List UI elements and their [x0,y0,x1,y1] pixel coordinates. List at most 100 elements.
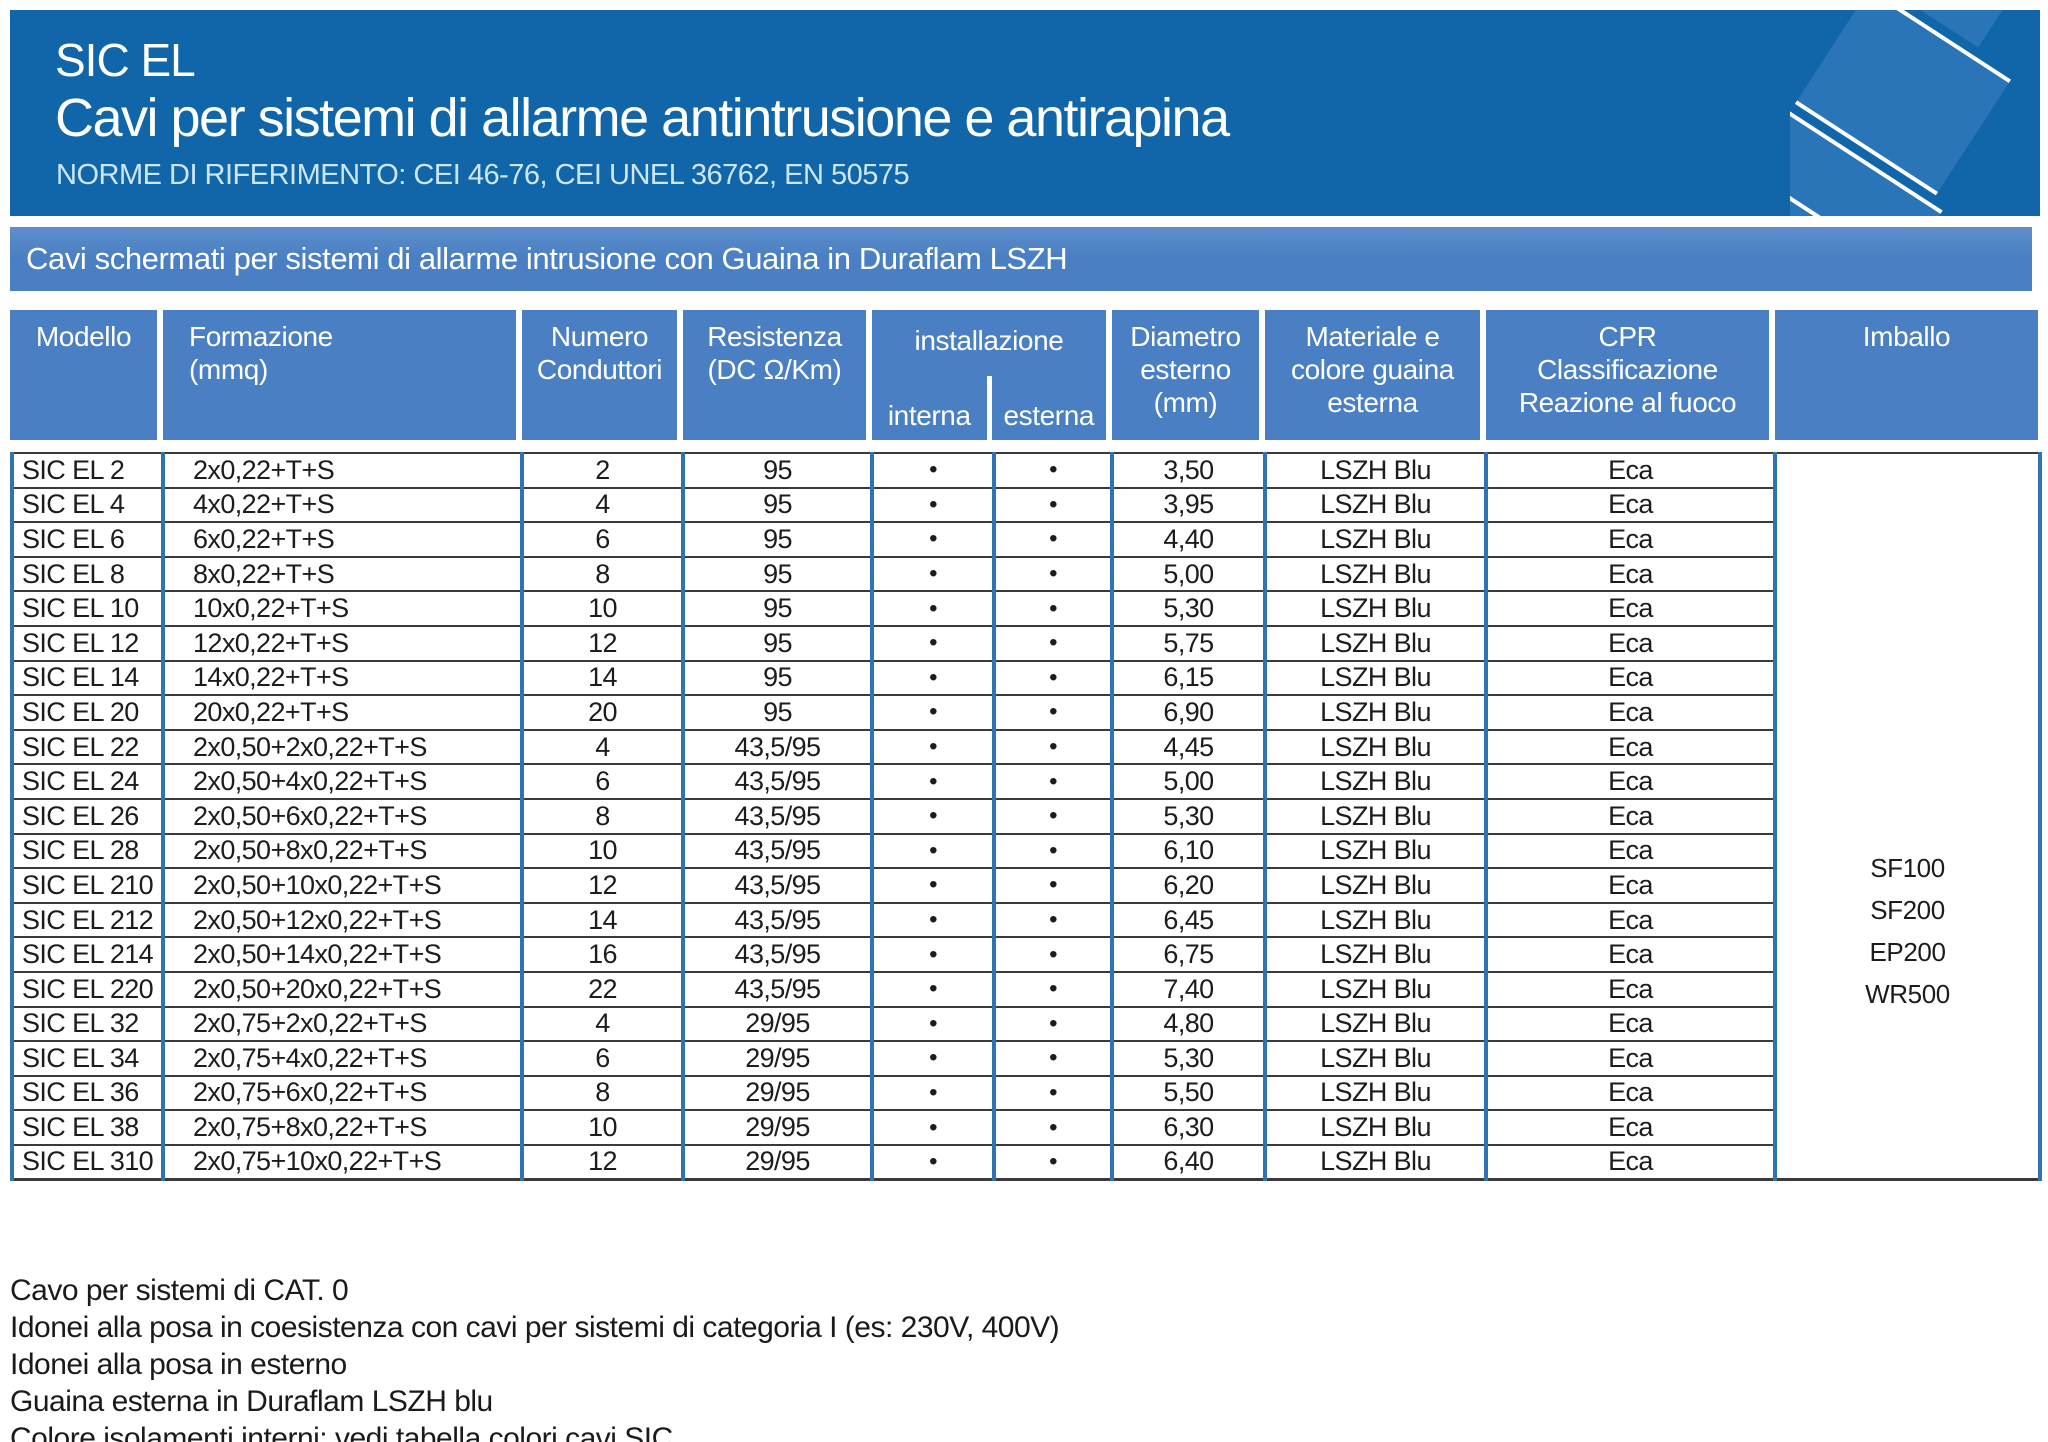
cell-sheath: LSZH Blu [1263,1144,1486,1181]
table-header: Modello Formazione (mmq) Numero Condutto… [10,310,2038,440]
table-row: SIC EL 2 2x0,22+T+S 2 95 • • 3,50 LSZH Blu Eca SF… [12,453,2040,1180]
cell-sheath: LSZH Blu [1263,729,1486,766]
imballo-value: SF100 [1870,852,1945,883]
table-row: SIC EL 8 8x0,22+T+S 8 95 • • 5,00 LSZH Blu Eca [12,556,2040,593]
cell-install-esterna-dot: • [992,487,1112,524]
cell-diameter: 5,00 [1110,764,1265,800]
cell-cpr: Eca [1484,591,1775,627]
cell-conductors: 6 [520,764,683,800]
cell-install-esterna-dot: • [992,1006,1112,1043]
col-header-installazione: installazione [872,310,1106,370]
cell-formation: 2x0,75+6x0,22+T+S [161,1075,522,1112]
cell-model: SIC EL 38 [12,1110,163,1146]
cell-cpr: Eca [1484,798,1775,835]
cell-install-esterna-dot: • [992,556,1112,593]
imballo-value: EP200 [1869,936,1946,967]
cell-resistance: 43,5/95 [681,868,872,904]
cell-conductors: 8 [520,556,683,593]
cell-install-esterna-dot: • [992,729,1112,766]
col-header-installazione-group: installazione interna esterna [872,310,1106,440]
cell-cpr: Eca [1484,868,1775,904]
table-row: SIC EL 212 2x0,50+12x0,22+T+S 14 43,5/95 • • 6… [12,902,2040,939]
cell-sheath: LSZH Blu [1263,660,1486,697]
col-header-materiale: Materiale e colore guaina esterna [1265,310,1480,440]
cell-sheath: LSZH Blu [1263,556,1486,593]
cell-install-interna-dot: • [870,591,994,627]
section-band-label: Cavi schermati per sistemi di allarme in… [26,241,1068,276]
cell-resistance: 95 [681,660,872,697]
table-row: SIC EL 214 2x0,50+14x0,22+T+S 16 43,5/95 • • 6… [12,937,2040,973]
cell-install-interna-dot: • [870,1075,994,1112]
cell-cpr: Eca [1484,902,1775,939]
cell-sheath: LSZH Blu [1263,764,1486,800]
cell-formation: 2x0,50+20x0,22+T+S [161,971,522,1008]
cell-diameter: 5,30 [1110,798,1265,835]
cell-sheath: LSZH Blu [1263,453,1486,489]
cell-install-interna-dot: • [870,764,994,800]
cell-model: SIC EL 26 [12,798,163,835]
cell-cpr: Eca [1484,625,1775,662]
col-header-cpr: CPR Classificazione Reazione al fuoco [1486,310,1769,440]
cell-model: SIC EL 24 [12,764,163,800]
col-header-modello: Modello [10,310,157,440]
cell-resistance: 29/95 [681,1110,872,1146]
cell-cpr: Eca [1484,729,1775,766]
cell-cpr: Eca [1484,971,1775,1008]
cell-model: SIC EL 20 [12,695,163,731]
cell-model: SIC EL 32 [12,1006,163,1043]
cell-diameter: 3,50 [1110,453,1265,489]
table-row: SIC EL 34 2x0,75+4x0,22+T+S 6 29/95 • • 5,30 LS… [12,1041,2040,1077]
cell-diameter: 5,00 [1110,556,1265,593]
cable-icon [1790,10,2040,216]
cell-install-esterna-dot: • [992,1041,1112,1077]
cell-install-interna-dot: • [870,833,994,870]
cell-formation: 8x0,22+T+S [161,556,522,593]
cell-resistance: 43,5/95 [681,971,872,1008]
cell-cpr: Eca [1484,833,1775,870]
cell-diameter: 6,45 [1110,902,1265,939]
cell-install-interna-dot: • [870,971,994,1008]
table-row: SIC EL 6 6x0,22+T+S 6 95 • • 4,40 LSZH Blu Eca [12,522,2040,558]
cell-imballo: SF100 SF200 EP200 WR500 [1773,453,2040,1180]
cell-conductors: 14 [520,660,683,697]
cell-resistance: 95 [681,625,872,662]
cell-diameter: 4,80 [1110,1006,1265,1043]
cell-cpr: Eca [1484,764,1775,800]
section-band: Cavi schermati per sistemi di allarme in… [10,227,2032,291]
cell-conductors: 12 [520,625,683,662]
cell-cpr: Eca [1484,1006,1775,1043]
cell-resistance: 43,5/95 [681,833,872,870]
col-header-formazione: Formazione (mmq) [163,310,516,440]
cell-install-interna-dot: • [870,902,994,939]
cell-formation: 4x0,22+T+S [161,487,522,524]
cell-formation: 2x0,75+2x0,22+T+S [161,1006,522,1043]
cell-cpr: Eca [1484,695,1775,731]
cell-diameter: 6,75 [1110,937,1265,973]
cell-formation: 6x0,22+T+S [161,522,522,558]
cell-model: SIC EL 8 [12,556,163,593]
cell-install-interna-dot: • [870,695,994,731]
cell-model: SIC EL 214 [12,937,163,973]
table-row: SIC EL 36 2x0,75+6x0,22+T+S 8 29/95 • • 5,50 LS… [12,1075,2040,1112]
cell-conductors: 6 [520,522,683,558]
cell-sheath: LSZH Blu [1263,902,1486,939]
cell-formation: 2x0,75+10x0,22+T+S [161,1144,522,1181]
cell-conductors: 10 [520,591,683,627]
cell-diameter: 6,10 [1110,833,1265,870]
cell-diameter: 5,30 [1110,1041,1265,1077]
table-row: SIC EL 10 10x0,22+T+S 10 95 • • 5,30 LSZH Blu Ec… [12,591,2040,627]
cell-install-esterna-dot: • [992,1075,1112,1112]
cell-install-interna-dot: • [870,522,994,558]
cable-table-body: SIC EL 2 2x0,22+T+S 2 95 • • 3,50 LSZH Blu Eca SF… [12,453,2040,1181]
cell-install-interna-dot: • [870,556,994,593]
cell-formation: 2x0,50+12x0,22+T+S [161,902,522,939]
cell-install-esterna-dot: • [992,868,1112,904]
col-header-interna: interna [872,376,987,440]
col-header-esterna: esterna [991,376,1106,440]
cell-model: SIC EL 34 [12,1041,163,1077]
cell-sheath: LSZH Blu [1263,522,1486,558]
cell-sheath: LSZH Blu [1263,487,1486,524]
cell-sheath: LSZH Blu [1263,798,1486,835]
cell-resistance: 43,5/95 [681,798,872,835]
cell-install-esterna-dot: • [992,971,1112,1008]
